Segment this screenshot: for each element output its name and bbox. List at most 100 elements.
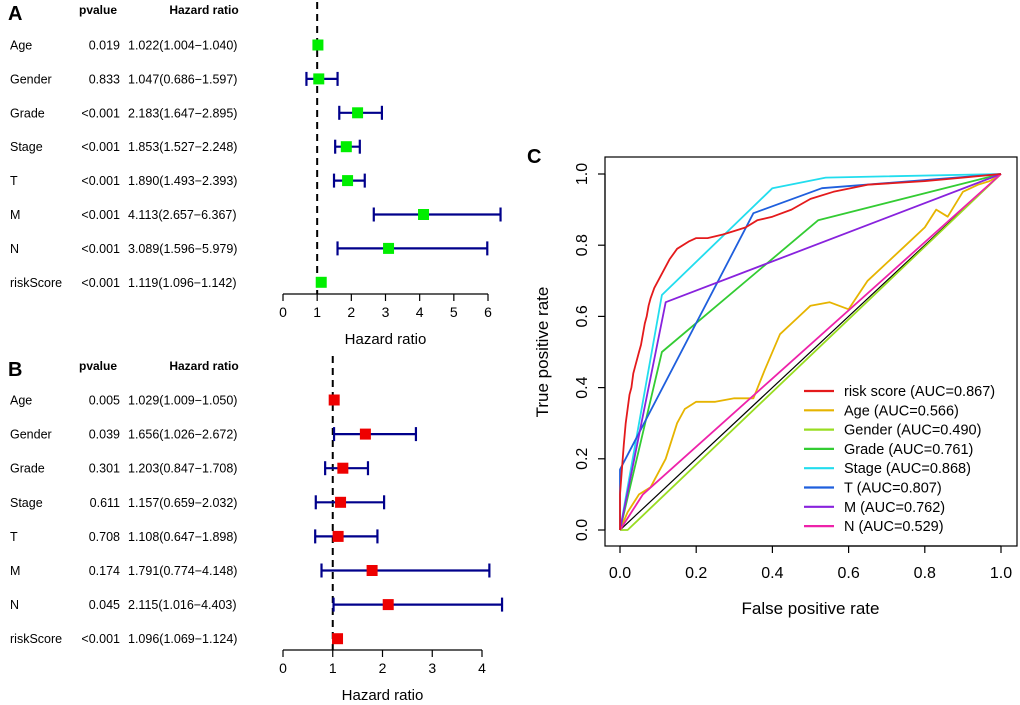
header-pvalue: pvalue (79, 359, 117, 373)
row-label: Grade (10, 106, 45, 120)
hr-marker (312, 39, 324, 51)
row-pvalue: 0.174 (89, 564, 120, 578)
row-hazard-ratio: 1.791(0.774−4.148) (128, 564, 237, 578)
row-hazard-ratio: 1.096(1.069−1.124) (128, 632, 237, 646)
y-tick-label: 0.2 (574, 448, 591, 470)
roc-curve-4 (619, 173, 1002, 531)
roc-curve-8 (619, 173, 1002, 531)
row-label: Gender (10, 72, 52, 86)
row-hazard-ratio: 1.108(0.647−1.898) (128, 530, 237, 544)
row-label: Stage (10, 140, 43, 154)
x-tick-label: 4 (416, 304, 424, 320)
row-hazard-ratio: 1.047(0.686−1.597) (128, 72, 237, 86)
legend-label: Age (AUC=0.566) (844, 403, 959, 419)
row-pvalue: 0.045 (89, 598, 120, 612)
header-pvalue: pvalue (79, 3, 117, 17)
row-label: Stage (10, 496, 43, 510)
row-hazard-ratio: 1.853(1.527−2.248) (128, 140, 237, 154)
x-tick-label: 1 (313, 304, 321, 320)
hr-marker (328, 394, 340, 406)
hr-marker (313, 73, 325, 85)
row-hazard-ratio: 1.157(0.659−2.032) (128, 496, 237, 510)
row-pvalue: <0.001 (81, 106, 120, 120)
x-tick-label: 0.6 (837, 565, 859, 582)
row-hazard-ratio: 2.183(1.647−2.895) (128, 106, 237, 120)
x-tick-label: 3 (428, 660, 436, 676)
hr-marker (382, 599, 394, 611)
x-tick-label: 0.4 (761, 565, 783, 582)
roc-curve-2 (619, 173, 1002, 531)
roc-curve-7 (619, 173, 1002, 531)
y-tick-label: 0.8 (574, 234, 591, 256)
y-axis-title: True positive rate (533, 287, 552, 418)
row-label: Gender (10, 428, 52, 442)
row-pvalue: 0.611 (90, 496, 120, 510)
hr-marker (340, 141, 352, 153)
panel-label-b: B (8, 359, 22, 381)
legend-label: risk score (AUC=0.867) (844, 384, 995, 400)
row-pvalue: 0.833 (89, 72, 120, 86)
hr-marker (335, 496, 347, 508)
roc-curve-5 (619, 173, 1002, 531)
forest-plot-a: pvalue Hazard ratio Age 0.019 1.022(1.004−1.… (10, 2, 502, 348)
x-tick-label: 3 (382, 304, 390, 320)
row-pvalue: <0.001 (81, 174, 120, 188)
row-hazard-ratio: 3.089(1.596−5.979) (128, 242, 237, 256)
legend-label: Gender (AUC=0.490) (844, 423, 981, 439)
x-tick-label: 5 (450, 304, 458, 320)
panel-label-a: A (8, 3, 22, 25)
hr-marker (359, 428, 371, 440)
row-label: N (10, 598, 19, 612)
legend-label: N (AUC=0.529) (844, 519, 944, 535)
x-tick-label: 1 (329, 660, 337, 676)
hr-marker (418, 209, 430, 220)
row-label: T (10, 174, 18, 188)
x-tick-label: 2 (347, 304, 355, 320)
row-pvalue: 0.301 (89, 462, 120, 476)
panel-label-c: C (527, 146, 541, 168)
row-label: Age (10, 394, 32, 408)
row-pvalue: 0.019 (89, 39, 120, 53)
row-label: M (10, 564, 20, 578)
hr-marker (315, 276, 327, 288)
y-tick-label: 0.6 (574, 305, 591, 327)
x-axis-title: Hazard ratio (345, 331, 427, 348)
row-label: Age (10, 39, 32, 53)
row-pvalue: <0.001 (81, 632, 120, 646)
legend-label: T (AUC=0.807) (844, 481, 942, 497)
y-tick-label: 1.0 (574, 163, 591, 185)
row-hazard-ratio: 1.022(1.004−1.040) (128, 39, 237, 53)
row-pvalue: <0.001 (81, 140, 120, 154)
row-pvalue: <0.001 (81, 208, 120, 222)
header-hazard-ratio: Hazard ratio (169, 3, 238, 17)
row-label: riskScore (10, 632, 62, 646)
hr-marker (366, 565, 378, 576)
x-axis-title: Hazard ratio (342, 687, 424, 704)
hr-marker (337, 462, 349, 474)
row-hazard-ratio: 1.203(0.847−1.708) (128, 462, 237, 476)
legend-label: Stage (AUC=0.868) (844, 461, 971, 477)
hr-marker (383, 242, 395, 254)
row-hazard-ratio: 1.119(1.096−1.142) (128, 276, 237, 290)
roc-curve-1 (619, 173, 1002, 530)
row-hazard-ratio: 4.113(2.657−6.367) (128, 208, 237, 222)
x-tick-label: 0.2 (685, 565, 707, 582)
x-tick-label: 0 (279, 660, 287, 676)
row-label: riskScore (10, 276, 62, 290)
x-tick-label: 6 (484, 304, 492, 320)
y-tick-label: 0.4 (574, 376, 591, 398)
x-tick-label: 0.0 (609, 565, 631, 582)
row-hazard-ratio: 1.890(1.493−2.393) (128, 174, 237, 188)
row-hazard-ratio: 1.656(1.026−2.672) (128, 428, 237, 442)
row-label: Grade (10, 462, 45, 476)
row-pvalue: 0.708 (89, 530, 120, 544)
hr-marker (332, 633, 344, 645)
x-tick-label: 2 (379, 660, 387, 676)
x-tick-label: 0 (279, 304, 287, 320)
x-tick-label: 4 (478, 660, 486, 676)
row-label: T (10, 530, 18, 544)
legend-label: Grade (AUC=0.761) (844, 442, 973, 458)
forest-plot-b: pvalue Hazard ratio Age 0.005 1.029(1.009−1.… (10, 356, 504, 704)
row-pvalue: 0.039 (89, 428, 120, 442)
